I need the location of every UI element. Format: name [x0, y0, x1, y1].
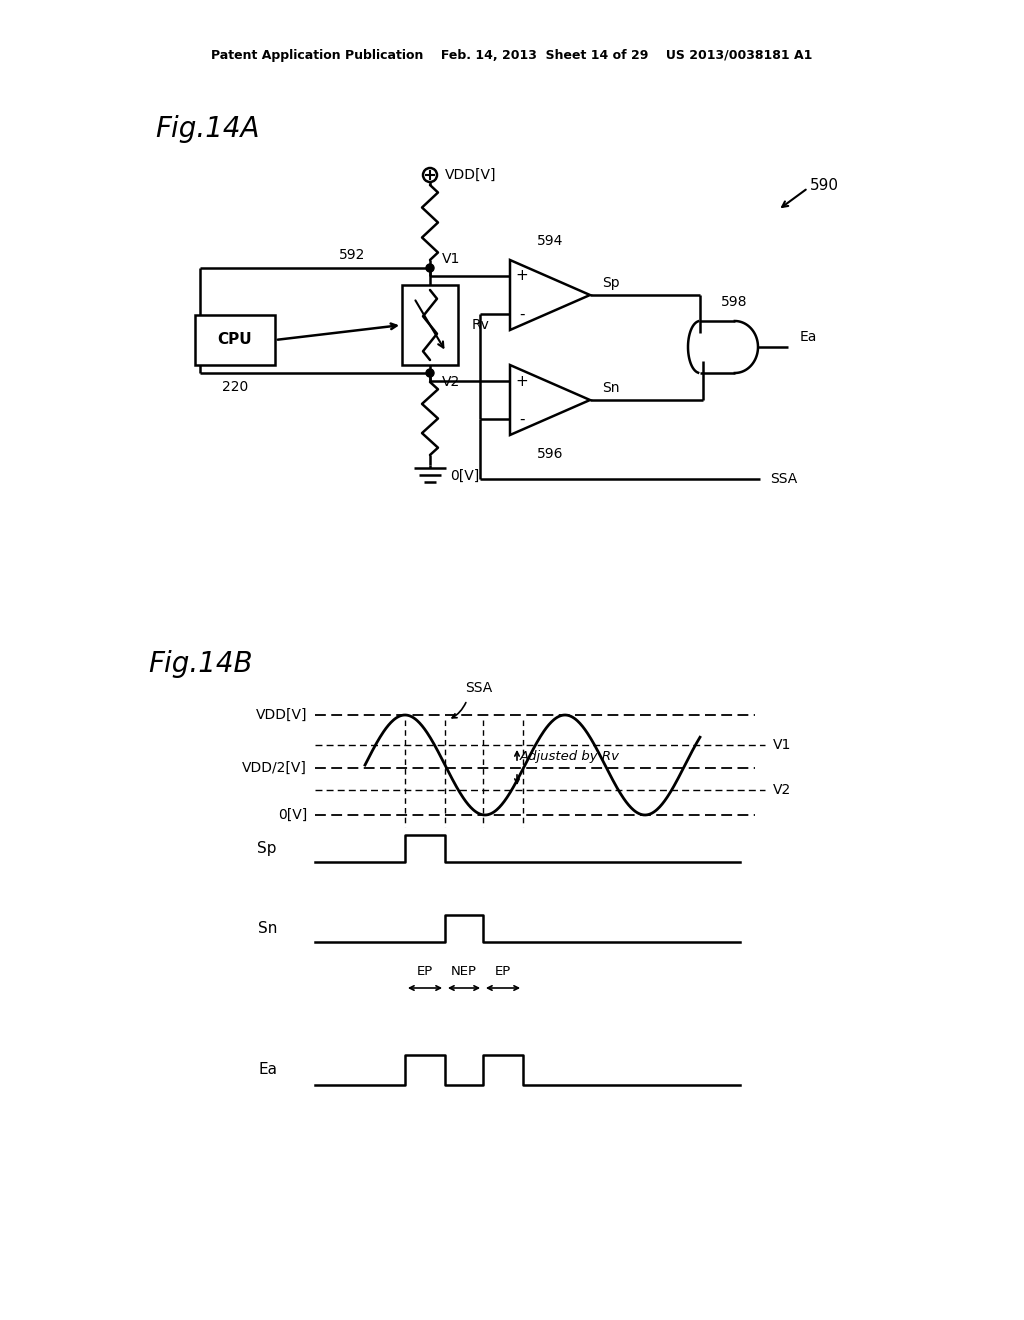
Text: Rv: Rv [472, 318, 489, 333]
Text: 220: 220 [222, 380, 248, 393]
Bar [402, 285, 458, 366]
Text: 0[V]: 0[V] [278, 808, 307, 822]
Circle shape [426, 264, 434, 272]
Text: Fig.14A: Fig.14A [155, 115, 259, 143]
Text: +: + [516, 374, 528, 388]
Text: CPU: CPU [218, 333, 252, 347]
Text: V1: V1 [442, 252, 461, 267]
Text: EP: EP [417, 965, 433, 978]
Text: SSA: SSA [770, 473, 798, 486]
Bar [195, 315, 275, 366]
Text: EP: EP [495, 965, 511, 978]
Text: -: - [519, 306, 524, 322]
Text: Fig.14B: Fig.14B [148, 649, 253, 678]
Text: 596: 596 [537, 447, 563, 461]
Text: 598: 598 [721, 294, 748, 309]
Text: Sn: Sn [602, 381, 620, 395]
Text: 590: 590 [810, 177, 839, 193]
Text: VDD[V]: VDD[V] [445, 168, 497, 182]
Text: Patent Application Publication    Feb. 14, 2013  Sheet 14 of 29    US 2013/00381: Patent Application Publication Feb. 14, … [211, 49, 813, 62]
Text: -: - [519, 412, 524, 426]
Text: Sn: Sn [258, 921, 278, 936]
Text: 0[V]: 0[V] [450, 469, 479, 483]
Text: NEP: NEP [451, 965, 477, 978]
Text: SSA: SSA [465, 681, 493, 696]
Text: Sp: Sp [602, 276, 620, 290]
Text: Ea: Ea [258, 1063, 278, 1077]
Text: +: + [516, 268, 528, 284]
Text: Ea: Ea [800, 330, 817, 345]
Text: VDD/2[V]: VDD/2[V] [242, 762, 307, 775]
Text: V1: V1 [773, 738, 792, 752]
Text: VDD[V]: VDD[V] [256, 708, 307, 722]
Text: 592: 592 [339, 248, 365, 261]
Circle shape [426, 370, 434, 378]
Text: V2: V2 [442, 375, 460, 389]
Text: Adjusted by Rv: Adjusted by Rv [520, 750, 620, 763]
Text: V2: V2 [773, 783, 792, 797]
Text: 594: 594 [537, 234, 563, 248]
Text: Sp: Sp [257, 841, 278, 855]
